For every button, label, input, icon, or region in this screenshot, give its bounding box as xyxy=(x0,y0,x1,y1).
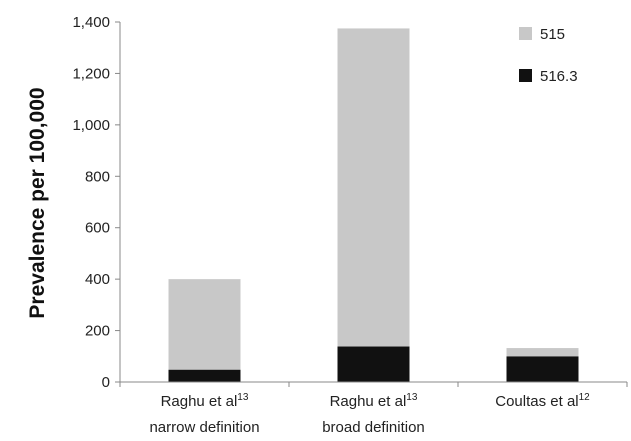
legend-label: 515 xyxy=(540,26,565,43)
legend-swatch xyxy=(519,27,532,40)
y-axis-label: Prevalence per 100,000 xyxy=(26,87,49,318)
citation-superscript: 12 xyxy=(579,392,591,403)
legend-swatch xyxy=(519,69,532,82)
bar-515 xyxy=(168,279,241,370)
bars-group xyxy=(168,28,579,382)
citation-superscript: 13 xyxy=(237,392,249,403)
y-tick-label: 600 xyxy=(85,220,110,237)
y-tick-label: 1,400 xyxy=(72,14,110,31)
legend: 515 516.3 xyxy=(519,26,578,85)
x-category-sublabel: broad definition xyxy=(322,419,425,436)
bar-515 xyxy=(506,348,579,357)
y-tick-label: 1,200 xyxy=(72,65,110,82)
x-category-sublabel: narrow definition xyxy=(149,419,259,436)
x-category-label: Raghu et al13 xyxy=(161,392,249,410)
x-category-label: Raghu et al13 xyxy=(330,392,418,410)
bar-515 xyxy=(337,28,410,347)
legend-label: 516.3 xyxy=(540,68,578,85)
y-tick-label: 200 xyxy=(85,323,110,340)
bar-516-3 xyxy=(337,346,410,382)
bar-516-3 xyxy=(168,369,241,382)
y-tick-label: 400 xyxy=(85,271,110,288)
y-tick-label: 1,000 xyxy=(72,117,110,134)
citation-superscript: 13 xyxy=(406,392,418,403)
x-category-label: Coultas et al12 xyxy=(495,392,590,410)
axes-group: 0 200 400 600 800 1,000 1,200 1,400 Raghu et al1… xyxy=(72,14,628,436)
bar-516-3 xyxy=(506,356,579,382)
y-tick-label: 0 xyxy=(102,374,110,391)
y-tick-label: 800 xyxy=(85,168,110,185)
